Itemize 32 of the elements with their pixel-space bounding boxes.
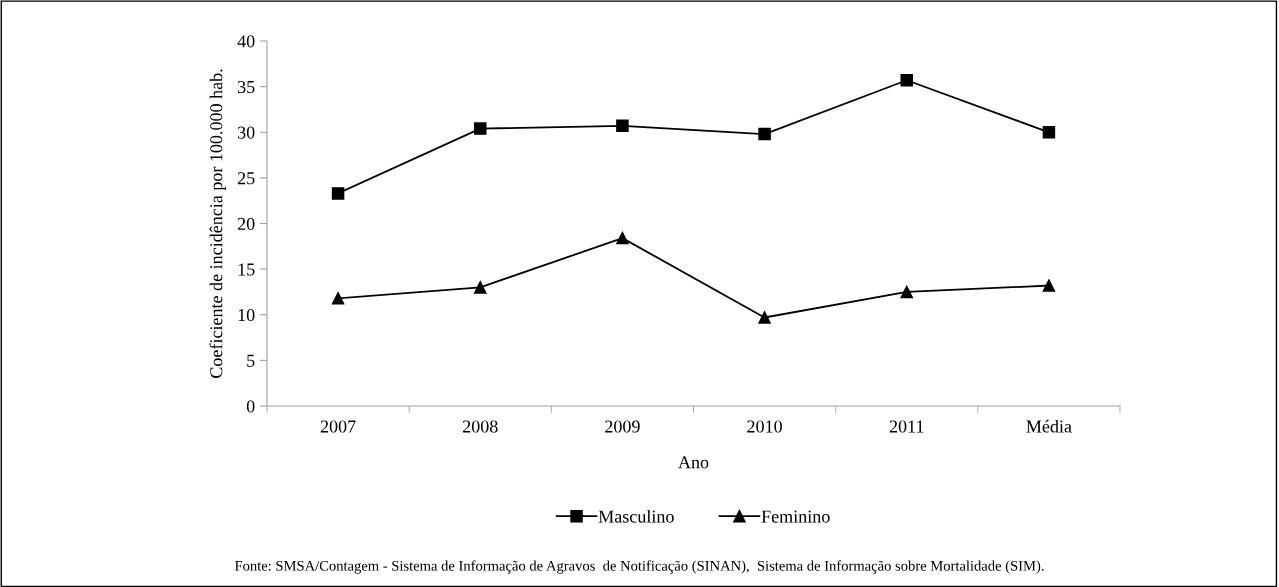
x-tick-label: 2008	[462, 420, 498, 433]
y-tick-label: 30	[238, 126, 255, 139]
point	[616, 231, 629, 245]
point	[900, 73, 914, 87]
point	[1042, 279, 1056, 292]
x-axis-title: Ano	[678, 456, 709, 469]
point	[473, 122, 487, 135]
x-tick-label: 2009	[605, 420, 640, 433]
source-note: Fonte: SMSA/Contagem - Sistema de Informação de Agravos de Notificação (SINAN), Sistema de Informação sobre Mortalidade (SIM).	[234, 560, 1044, 574]
x-tick-label: Média	[1026, 419, 1072, 433]
y-tick-label: 5	[247, 354, 255, 367]
y-tick-label: 20	[237, 217, 255, 230]
x-tick-label: 2011	[889, 420, 924, 433]
y-tick-label: 40	[237, 35, 255, 48]
y-tick-label: 0	[246, 400, 255, 413]
point	[331, 292, 345, 305]
y-tick-label: 25	[237, 172, 255, 185]
x-tick-label: 2007	[320, 420, 356, 433]
y-tick-label: 10	[238, 309, 255, 322]
y-axis-title: Coeficiente de incidência por 100.000 hab.	[209, 69, 227, 378]
legend-label: Feminino	[761, 510, 830, 523]
y-tick-label: 15	[238, 263, 255, 276]
point	[331, 187, 345, 200]
point	[473, 281, 487, 294]
point	[616, 119, 629, 133]
point	[758, 127, 771, 141]
y-tick-label: 35	[238, 80, 255, 94]
legend-label: Masculino	[598, 509, 674, 523]
point	[1042, 125, 1056, 139]
point	[900, 285, 914, 299]
x-tick-label: 2010	[747, 420, 782, 433]
point	[758, 311, 771, 324]
